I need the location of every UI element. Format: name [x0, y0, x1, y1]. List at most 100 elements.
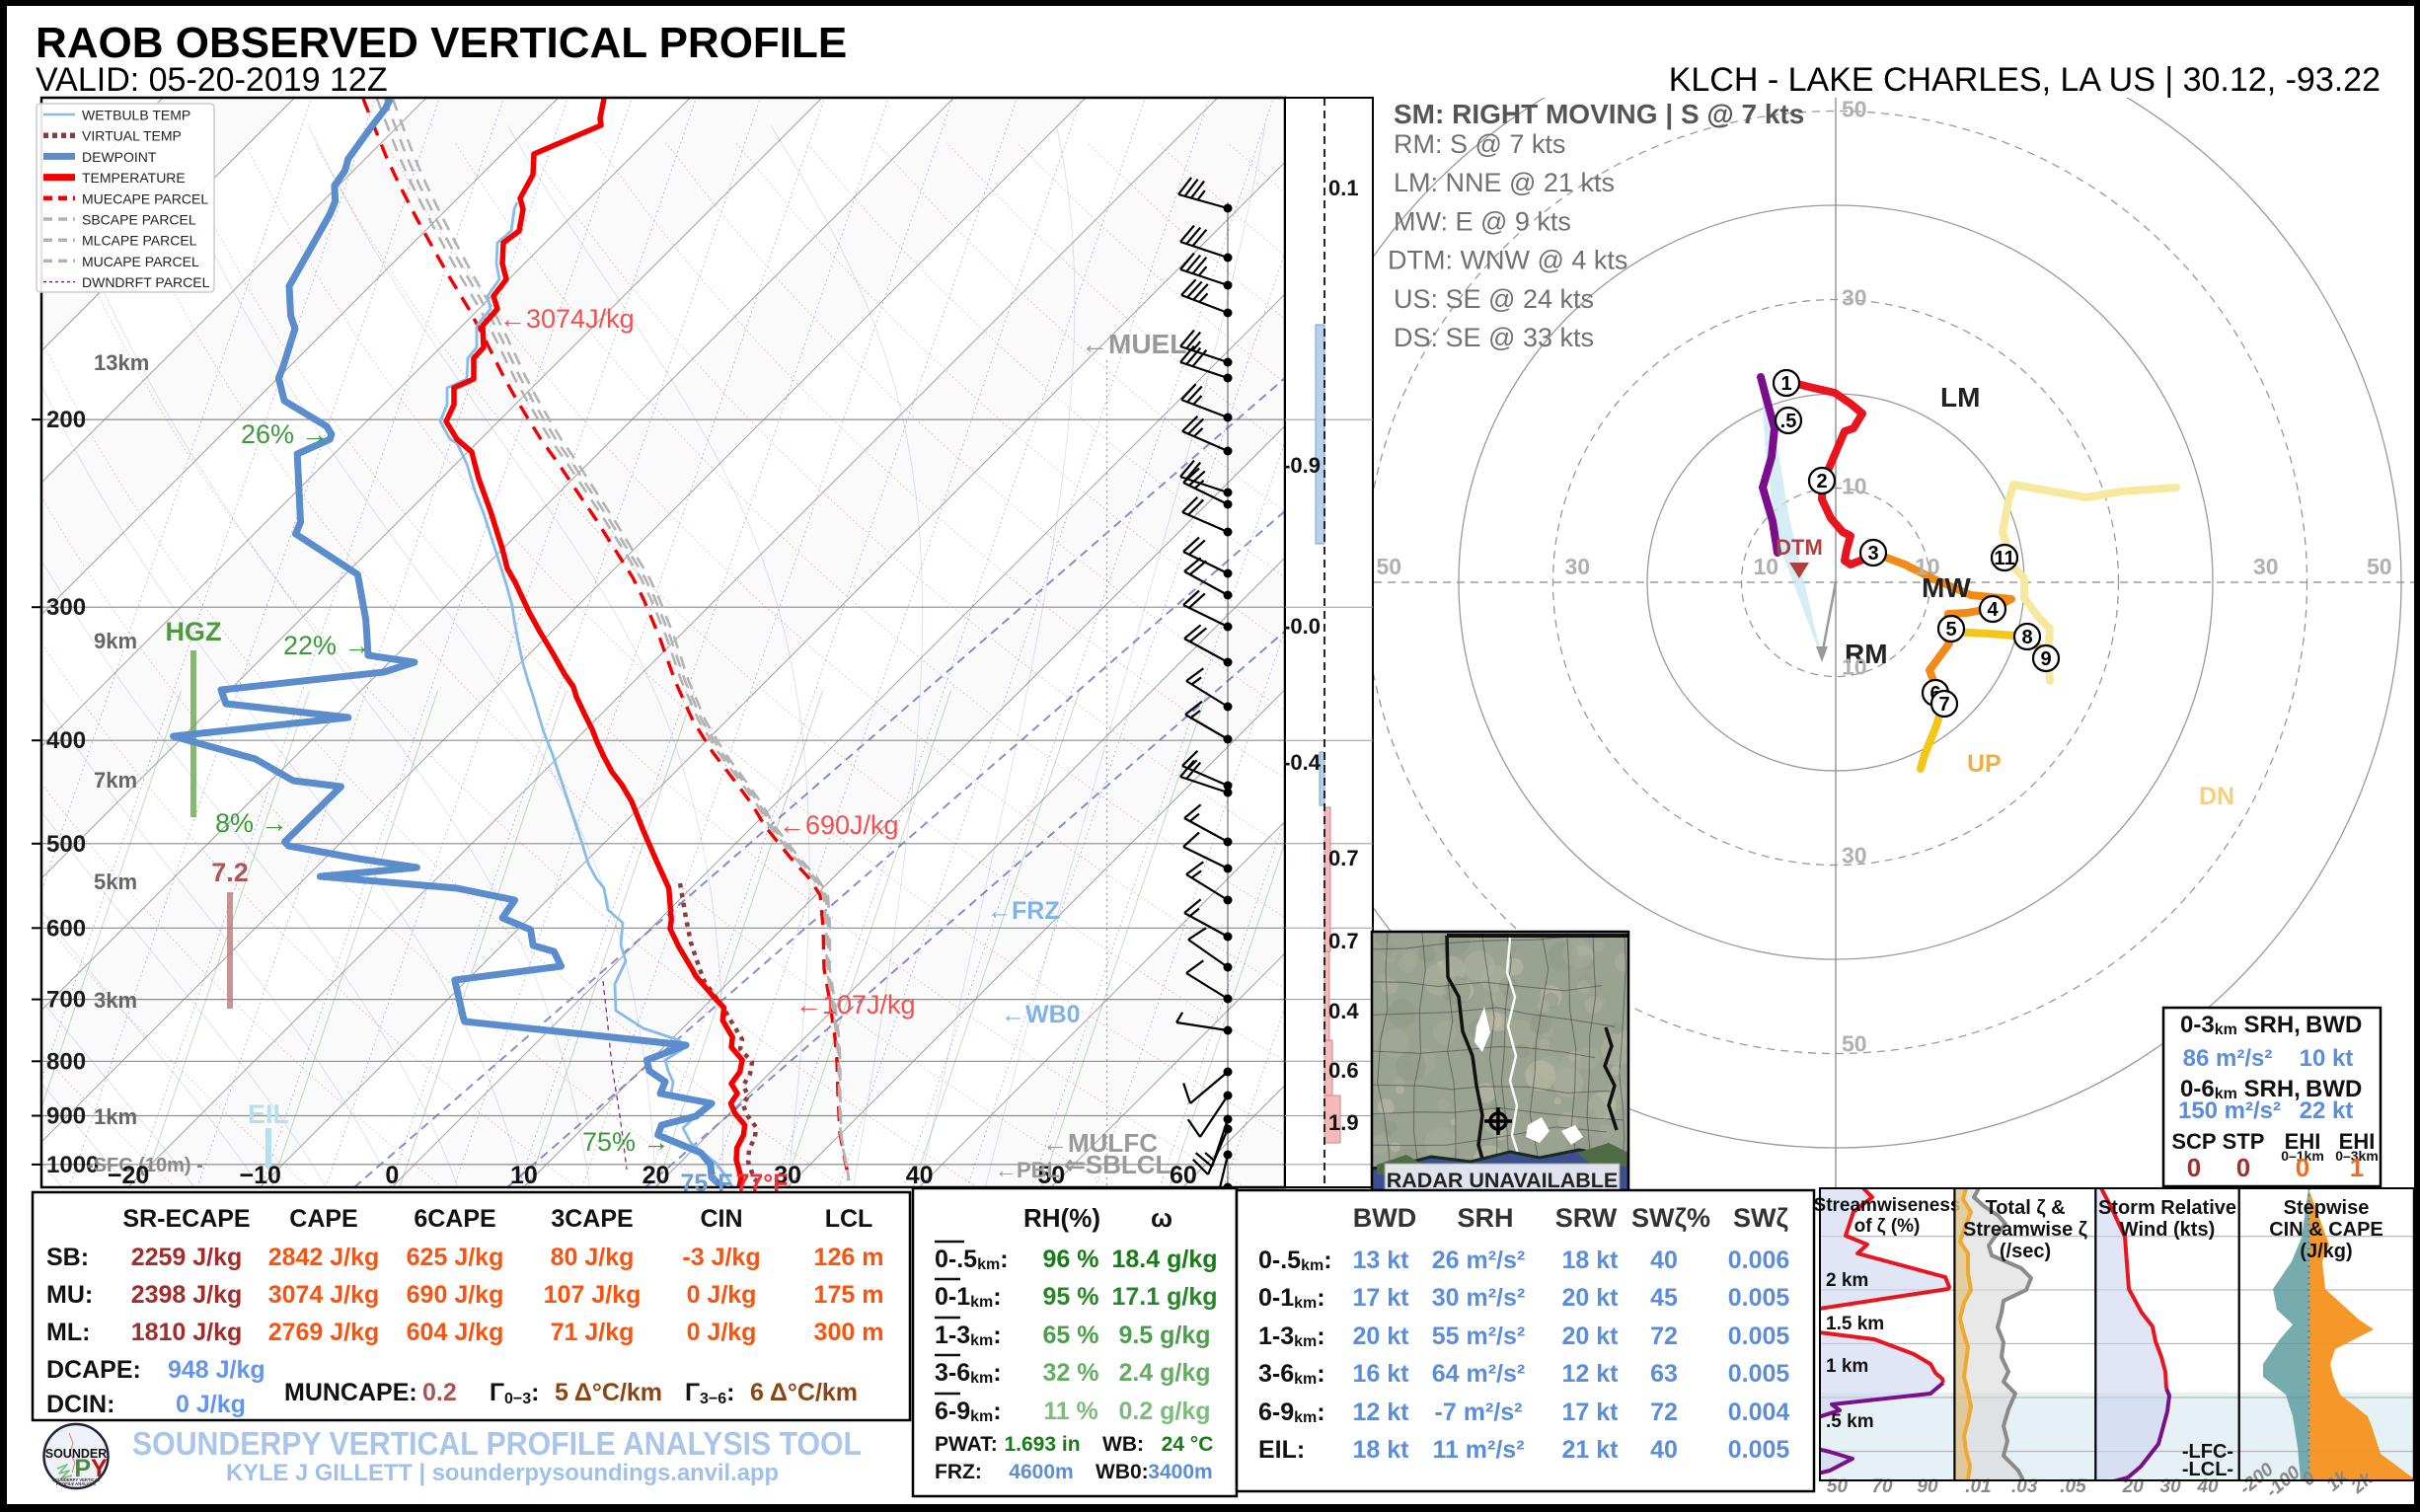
svg-text:VIRTUAL TEMP: VIRTUAL TEMP [82, 128, 182, 144]
svg-text:72: 72 [1650, 1323, 1678, 1350]
svg-text:RH(%): RH(%) [1023, 1203, 1100, 1233]
svg-text:0.005: 0.005 [1728, 1284, 1790, 1312]
svg-text:←690J/kg: ←690J/kg [779, 810, 899, 840]
svg-text:17 kt: 17 kt [1353, 1284, 1410, 1312]
svg-text:4: 4 [1987, 599, 1999, 621]
svg-text:11: 11 [1994, 548, 2014, 569]
svg-text:12 kt: 12 kt [1353, 1399, 1410, 1426]
svg-text:MW: MW [1922, 572, 1971, 603]
svg-text:6-9km:: 6-9km: [1258, 1399, 1325, 1426]
svg-text:−10: −10 [239, 1162, 280, 1189]
svg-text:1km: 1km [94, 1104, 137, 1129]
svg-text:18 kt: 18 kt [1353, 1436, 1410, 1464]
svg-text:80 J/kg: 80 J/kg [551, 1244, 635, 1271]
svg-text:.03: .03 [2011, 1476, 2038, 1497]
svg-text:10: 10 [1842, 654, 1867, 680]
svg-text:3CAPE: 3CAPE [551, 1205, 633, 1233]
svg-text:32 %: 32 % [1043, 1359, 1099, 1387]
svg-text:3km: 3km [94, 988, 137, 1013]
svg-text:12 kt: 12 kt [1562, 1360, 1620, 1388]
svg-text:17.1 g/kg: 17.1 g/kg [1112, 1283, 1218, 1311]
svg-text:←WB0: ←WB0 [1001, 1001, 1081, 1028]
svg-text:50: 50 [1842, 97, 1867, 122]
svg-text:0.006: 0.006 [1728, 1247, 1790, 1274]
svg-text:50: 50 [1842, 1031, 1867, 1057]
svg-text:.5: .5 [1780, 411, 1797, 432]
svg-text:2 km: 2 km [1826, 1270, 1868, 1291]
svg-text:TEMPERATURE: TEMPERATURE [82, 170, 186, 186]
svg-text:1.5 km: 1.5 km [1826, 1314, 1884, 1334]
svg-text:60: 60 [1170, 1162, 1197, 1189]
svg-text:900: 900 [46, 1103, 86, 1130]
svg-text:.05: .05 [2060, 1476, 2086, 1497]
svg-text:CAPE: CAPE [289, 1205, 357, 1233]
svg-text:6 Δ°C/km: 6 Δ°C/km [750, 1379, 858, 1406]
svg-text:10 kt: 10 kt [2300, 1045, 2354, 1072]
svg-text:50: 50 [2367, 554, 2392, 579]
svg-text:2: 2 [1816, 471, 1827, 492]
svg-text:300 m: 300 m [814, 1319, 884, 1346]
svg-text:22 kt: 22 kt [2300, 1097, 2354, 1124]
svg-text:10: 10 [1915, 554, 1940, 579]
svg-text:LM: LM [1940, 382, 1980, 413]
svg-text:ML:: ML: [46, 1319, 90, 1346]
svg-text:EIL: EIL [248, 1099, 289, 1129]
svg-text:0-3km SRH,: 0-3km SRH, [2180, 1012, 2301, 1038]
svg-text:KYLE J GILLETT | sounderpysoun: KYLE J GILLETT | sounderpysoundings.anvi… [226, 1460, 779, 1486]
svg-text:64 m²/s²: 64 m²/s² [1432, 1360, 1525, 1388]
svg-text:0.2: 0.2 [422, 1379, 457, 1406]
svg-text:13 kt: 13 kt [1353, 1247, 1410, 1274]
svg-text:SBCAPE PARCEL: SBCAPE PARCEL [82, 212, 196, 228]
svg-text:40: 40 [1650, 1436, 1678, 1464]
svg-text:.01: .01 [1965, 1476, 1991, 1497]
svg-text:0: 0 [2236, 1153, 2250, 1182]
svg-text:0-6km SRH,: 0-6km SRH, [2180, 1076, 2301, 1102]
svg-text:7.2: 7.2 [211, 858, 249, 887]
svg-text:WETBULB TEMP: WETBULB TEMP [82, 108, 190, 123]
svg-text:WB:: WB: [1102, 1433, 1144, 1456]
svg-text:0-.5km:: 0-.5km: [935, 1246, 1009, 1273]
svg-text:SOUNDERPY VERTICAL: SOUNDERPY VERTICAL [52, 1477, 101, 1482]
svg-text:75% →: 75% → [582, 1127, 670, 1157]
svg-text:CIN: CIN [700, 1205, 742, 1233]
svg-text:SR-ECAPE: SR-ECAPE [122, 1205, 250, 1233]
svg-text:of ζ (%): of ζ (%) [1854, 1216, 1921, 1237]
svg-text:-SFC (10m) -: -SFC (10m) - [87, 1155, 203, 1176]
svg-text:30 m²/s²: 30 m²/s² [1432, 1284, 1525, 1312]
svg-text:HGZ: HGZ [166, 617, 222, 646]
svg-text:Total ζ &: Total ζ & [1985, 1197, 2065, 1219]
svg-text:45: 45 [1650, 1284, 1678, 1312]
svg-text:DWNDRFT PARCEL: DWNDRFT PARCEL [82, 274, 210, 290]
svg-text:500: 500 [46, 831, 86, 858]
svg-text:400: 400 [46, 727, 86, 754]
svg-text:-LCL-: -LCL- [2182, 1459, 2233, 1480]
svg-text:700: 700 [46, 987, 86, 1014]
svg-text:20 kt: 20 kt [1562, 1323, 1620, 1350]
svg-text:BWD: BWD [1353, 1203, 1416, 1233]
svg-text:PY: PY [74, 1455, 108, 1482]
svg-text:0.005: 0.005 [1728, 1323, 1790, 1350]
svg-text:2.4 g/kg: 2.4 g/kg [1118, 1359, 1210, 1387]
svg-text:0.7: 0.7 [1328, 929, 1359, 953]
svg-text:ω: ω [1151, 1203, 1172, 1233]
svg-text:63: 63 [1650, 1360, 1678, 1388]
svg-text:RM: RM [1845, 639, 1888, 669]
svg-text:.5 km: .5 km [1826, 1411, 1874, 1432]
svg-text:21 kt: 21 kt [1562, 1436, 1620, 1464]
svg-text:24 °C: 24 °C [1162, 1433, 1214, 1456]
svg-text:-7 m²/s²: -7 m²/s² [1435, 1399, 1523, 1426]
svg-text:55 m²/s²: 55 m²/s² [1432, 1323, 1525, 1350]
svg-text:DTM: DTM [1776, 535, 1823, 560]
svg-text:126 m: 126 m [814, 1244, 884, 1271]
svg-text:0: 0 [2187, 1153, 2201, 1182]
svg-text:←FRZ: ←FRZ [987, 897, 1060, 925]
svg-text:PWAT:: PWAT: [935, 1433, 998, 1456]
svg-text:96 %: 96 % [1043, 1246, 1099, 1273]
svg-text:0–3km: 0–3km [2335, 1148, 2379, 1164]
svg-text:(/sec): (/sec) [2000, 1241, 2051, 1262]
svg-text:Stepwise: Stepwise [2284, 1197, 2370, 1219]
svg-text:625 J/kg: 625 J/kg [407, 1244, 504, 1271]
svg-text:-0.9: -0.9 [1283, 453, 1321, 478]
svg-text:20 kt: 20 kt [1562, 1284, 1620, 1312]
svg-text:Storm Relative: Storm Relative [2098, 1197, 2236, 1219]
